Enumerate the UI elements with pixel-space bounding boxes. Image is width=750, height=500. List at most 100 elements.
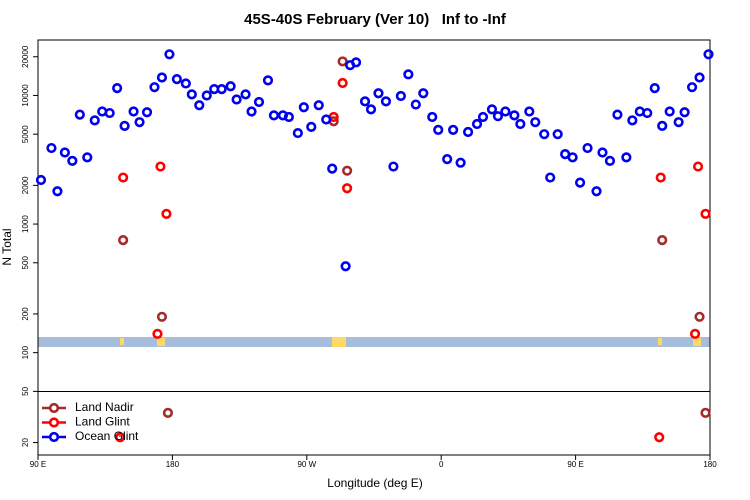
point (657, 120, 668, 131)
legend-marker (48, 431, 60, 443)
point (164, 49, 175, 60)
x-axis-label: Longitude (deg E) (327, 476, 422, 490)
point (694, 311, 705, 322)
y-tick-label: 2000 (21, 176, 30, 194)
legend-marker (48, 402, 60, 414)
point (155, 161, 166, 172)
land-patch (658, 338, 662, 345)
x-tick-label: 90 W (297, 460, 316, 469)
ocean-strip (38, 337, 710, 347)
point (262, 75, 274, 86)
land-sea-strip (38, 337, 710, 347)
point (664, 106, 675, 117)
point (627, 115, 638, 126)
series (118, 56, 711, 419)
point (112, 83, 123, 94)
point (427, 111, 438, 123)
point (118, 235, 129, 246)
point (433, 124, 444, 135)
point (141, 107, 153, 118)
y-tick-label: 200 (21, 307, 30, 321)
point (231, 94, 242, 105)
point (612, 109, 623, 120)
point (686, 82, 698, 93)
point (539, 129, 550, 140)
point (337, 77, 348, 89)
point (582, 142, 593, 154)
point (410, 99, 421, 110)
point (35, 174, 47, 186)
point (365, 104, 377, 115)
point (149, 82, 160, 93)
point (253, 96, 265, 108)
point (89, 115, 100, 126)
point (679, 107, 690, 118)
x-tick-label: 90 E (30, 460, 46, 469)
land-patch (693, 338, 701, 346)
point (604, 155, 616, 166)
y-tick-label: 10000 (21, 84, 30, 107)
point (486, 104, 498, 115)
y-axis-label: N Total (0, 228, 14, 265)
x-tick-label: 180 (166, 460, 180, 469)
point (591, 186, 602, 197)
land-patch (120, 338, 124, 345)
point (162, 407, 174, 419)
point (194, 100, 205, 111)
point (574, 177, 586, 188)
point (673, 117, 684, 128)
point (509, 110, 520, 121)
point (418, 88, 429, 99)
point (156, 311, 168, 322)
point (395, 90, 406, 102)
point (442, 154, 453, 165)
point (515, 118, 526, 130)
point (350, 57, 362, 68)
series (115, 77, 711, 443)
point (403, 69, 414, 80)
point (134, 117, 145, 128)
legend-label: Land Glint (75, 415, 130, 429)
point (128, 106, 139, 117)
y-tick-label: 5000 (21, 125, 30, 143)
plot-frame (37, 39, 711, 456)
point (552, 129, 563, 140)
point (703, 49, 714, 60)
point (283, 111, 294, 123)
point (373, 88, 384, 99)
point (321, 114, 332, 125)
legend-label: Ocean Glint (75, 429, 139, 443)
point (700, 208, 711, 219)
point (337, 56, 348, 67)
point (462, 126, 474, 138)
y-tick-label: 20000 (21, 45, 30, 68)
point (689, 328, 701, 339)
point (104, 107, 115, 119)
point (597, 147, 608, 158)
y-tick-label: 50 (21, 386, 30, 395)
point (500, 106, 511, 117)
legend-label: Land Nadir (75, 400, 134, 414)
point (152, 328, 163, 339)
x-tick-label: 180 (703, 460, 717, 469)
land-patch (157, 338, 165, 346)
point (327, 163, 338, 174)
point (52, 186, 63, 197)
y-tick-label: 1000 (21, 215, 30, 233)
point (118, 172, 129, 183)
point (201, 90, 212, 101)
point (655, 172, 666, 183)
point (342, 183, 353, 194)
point (67, 155, 78, 166)
point (156, 72, 168, 83)
point (388, 161, 399, 172)
x-tick-label: 90 E (567, 460, 583, 469)
point (657, 235, 668, 246)
point (621, 152, 632, 163)
point (380, 96, 392, 107)
land-patch (332, 337, 346, 347)
point (225, 81, 236, 92)
point (298, 102, 309, 113)
y-tick-label: 100 (21, 345, 30, 359)
